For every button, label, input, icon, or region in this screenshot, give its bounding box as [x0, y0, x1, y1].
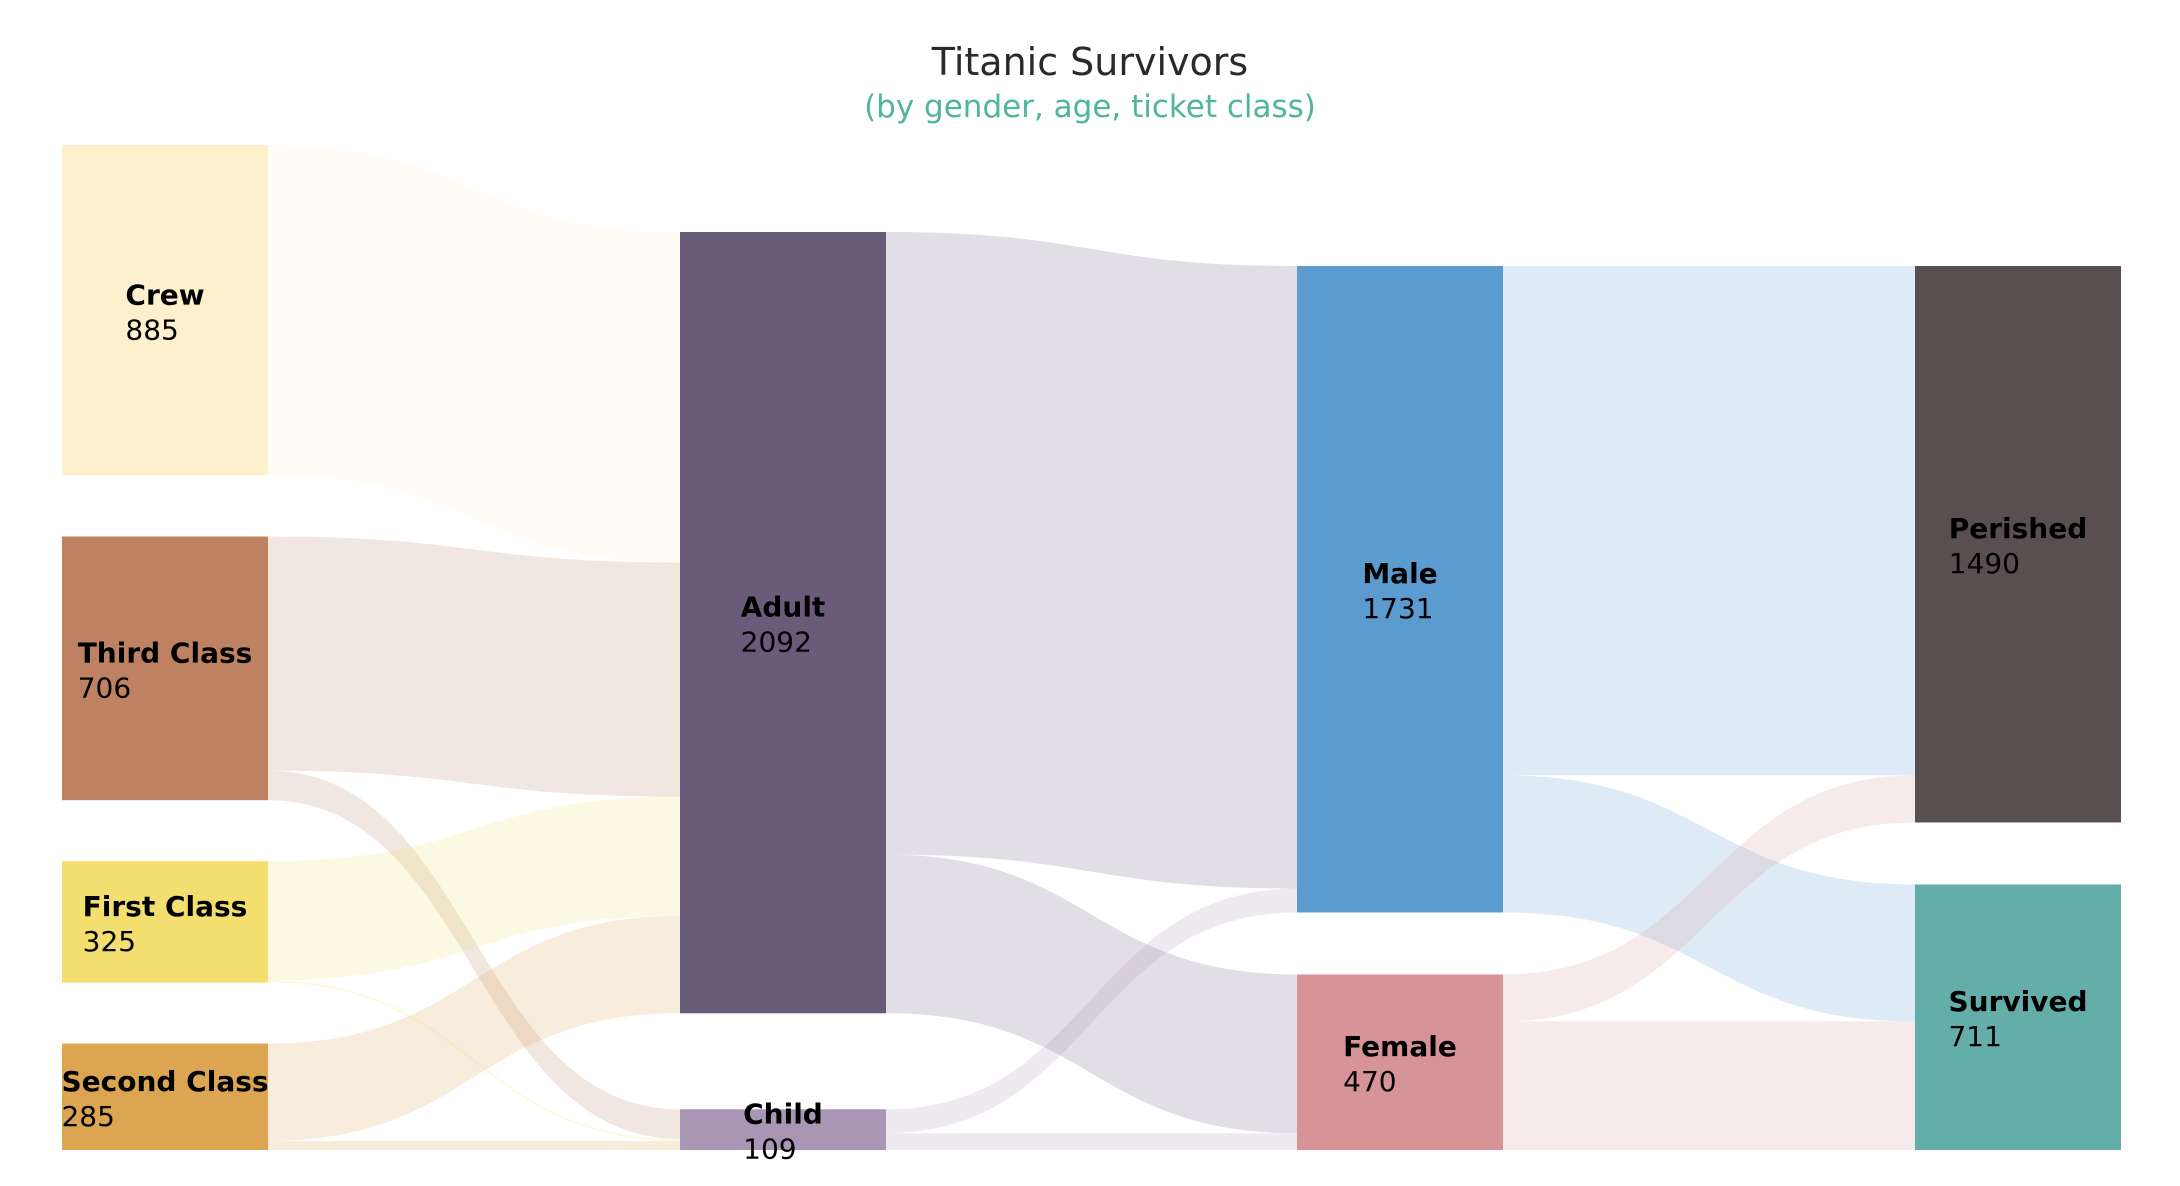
node-value-survived: 711	[1948, 1020, 2001, 1053]
node-second	[62, 1043, 268, 1150]
node-label-female: Female	[1343, 1030, 1457, 1063]
link-adult-male	[886, 232, 1297, 889]
node-male	[1297, 266, 1503, 913]
node-label-third: Third Class	[78, 636, 253, 669]
node-value-crew: 885	[125, 313, 178, 346]
node-value-perished: 1490	[1949, 547, 2020, 580]
node-value-third: 706	[78, 671, 131, 704]
node-value-adult: 2092	[741, 626, 812, 659]
node-child	[680, 1109, 886, 1150]
link-child-male	[886, 888, 1297, 1134]
sankey-links	[268, 145, 1915, 1150]
node-label-male: Male	[1362, 557, 1437, 590]
link-male-perished	[1503, 266, 1915, 776]
node-label-first: First Class	[83, 890, 248, 923]
node-crew	[62, 145, 268, 476]
link-female-perished	[1503, 775, 1915, 1022]
node-perished	[1915, 266, 2121, 823]
link-third-adult	[268, 536, 680, 797]
link-third-child	[268, 770, 680, 1139]
node-label-crew: Crew	[125, 278, 204, 311]
node-label-survived: Survived	[1948, 985, 2087, 1018]
node-survived	[1915, 884, 2121, 1150]
link-first-child	[268, 980, 680, 1142]
node-adult	[680, 232, 886, 1014]
link-female-survived	[1503, 1021, 1915, 1150]
node-value-male: 1731	[1362, 592, 1433, 625]
node-label-adult: Adult	[741, 591, 826, 624]
link-male-survived	[1503, 775, 1915, 1022]
link-adult-female	[886, 854, 1297, 1134]
node-value-first: 325	[83, 925, 136, 958]
link-child-female	[886, 1133, 1297, 1150]
link-second-adult	[268, 915, 680, 1142]
link-crew-adult	[268, 145, 680, 563]
node-label-child: Child	[743, 1098, 823, 1131]
node-value-female: 470	[1343, 1065, 1396, 1098]
node-value-child: 109	[743, 1133, 796, 1166]
node-third	[62, 536, 268, 801]
node-label-second: Second Class	[61, 1065, 268, 1098]
node-first	[62, 861, 268, 983]
link-second-child	[268, 1141, 680, 1150]
node-label-perished: Perished	[1949, 512, 2088, 545]
node-female	[1297, 974, 1503, 1150]
node-value-second: 285	[61, 1100, 114, 1133]
chart-title: Titanic Survivors	[931, 40, 1248, 84]
chart-subtitle: (by gender, age, ticket class)	[864, 89, 1316, 125]
link-first-adult	[268, 796, 680, 981]
